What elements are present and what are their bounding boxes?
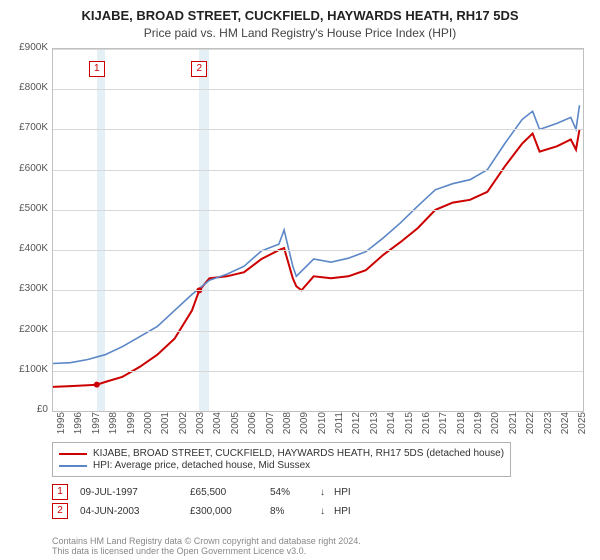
legend-row: KIJABE, BROAD STREET, CUCKFIELD, HAYWARD… bbox=[59, 448, 504, 459]
event-price: £65,500 bbox=[190, 487, 270, 498]
event-date: 04-JUN-2003 bbox=[80, 506, 190, 517]
y-tick-label: £500K bbox=[4, 203, 48, 214]
x-tick-label: 2002 bbox=[178, 412, 189, 442]
x-tick-label: 2003 bbox=[195, 412, 206, 442]
event-pct: 8% bbox=[270, 506, 320, 517]
x-tick-label: 1998 bbox=[108, 412, 119, 442]
x-tick-label: 1997 bbox=[91, 412, 102, 442]
x-tick-label: 2000 bbox=[143, 412, 154, 442]
legend-swatch bbox=[59, 465, 87, 467]
footer-line-2: This data is licensed under the Open Gov… bbox=[52, 546, 590, 556]
x-tick-label: 2022 bbox=[525, 412, 536, 442]
x-tick-label: 2015 bbox=[404, 412, 415, 442]
y-tick-label: £800K bbox=[4, 82, 48, 93]
grid-line bbox=[53, 89, 583, 90]
event-ref: HPI bbox=[334, 506, 351, 517]
marker-label: 1 bbox=[89, 61, 105, 77]
legend-label: HPI: Average price, detached house, Mid … bbox=[93, 460, 310, 471]
chart-title: KIJABE, BROAD STREET, CUCKFIELD, HAYWARD… bbox=[0, 8, 600, 23]
x-tick-label: 2001 bbox=[160, 412, 171, 442]
event-pct: 54% bbox=[270, 487, 320, 498]
x-tick-label: 2006 bbox=[247, 412, 258, 442]
x-tick-label: 2012 bbox=[351, 412, 362, 442]
footer-text: Contains HM Land Registry data © Crown c… bbox=[52, 536, 590, 556]
x-tick-label: 2004 bbox=[212, 412, 223, 442]
x-tick-label: 2019 bbox=[473, 412, 484, 442]
grid-line bbox=[53, 290, 583, 291]
chart-lines bbox=[53, 49, 583, 411]
grid-line bbox=[53, 331, 583, 332]
y-tick-label: £400K bbox=[4, 243, 48, 254]
x-tick-label: 2023 bbox=[543, 412, 554, 442]
x-tick-label: 2005 bbox=[230, 412, 241, 442]
x-tick-label: 2008 bbox=[282, 412, 293, 442]
y-tick-label: £300K bbox=[4, 283, 48, 294]
x-tick-label: 2007 bbox=[265, 412, 276, 442]
event-price: £300,000 bbox=[190, 506, 270, 517]
marker-dot bbox=[94, 382, 100, 388]
arrow-down-icon: ↓ bbox=[320, 487, 334, 498]
x-tick-label: 2010 bbox=[317, 412, 328, 442]
y-tick-label: £700K bbox=[4, 122, 48, 133]
y-tick-label: £0 bbox=[4, 404, 48, 415]
grid-line bbox=[53, 210, 583, 211]
event-ref: HPI bbox=[334, 487, 351, 498]
grid-line bbox=[53, 170, 583, 171]
chart-subtitle: Price paid vs. HM Land Registry's House … bbox=[0, 26, 600, 40]
plot-area: 12 bbox=[52, 48, 584, 412]
grid-line bbox=[53, 49, 583, 50]
arrow-down-icon: ↓ bbox=[320, 506, 334, 517]
y-tick-label: £100K bbox=[4, 364, 48, 375]
legend-row: HPI: Average price, detached house, Mid … bbox=[59, 460, 504, 471]
y-tick-label: £600K bbox=[4, 163, 48, 174]
x-tick-label: 2014 bbox=[386, 412, 397, 442]
x-tick-label: 2013 bbox=[369, 412, 380, 442]
x-tick-label: 2011 bbox=[334, 412, 345, 442]
x-tick-label: 1999 bbox=[126, 412, 137, 442]
x-tick-label: 1996 bbox=[73, 412, 84, 442]
grid-line bbox=[53, 250, 583, 251]
event-marker: 2 bbox=[52, 503, 68, 519]
marker-label: 2 bbox=[191, 61, 207, 77]
event-marker: 1 bbox=[52, 484, 68, 500]
event-date: 09-JUL-1997 bbox=[80, 487, 190, 498]
footer-line-1: Contains HM Land Registry data © Crown c… bbox=[52, 536, 590, 546]
x-tick-label: 2021 bbox=[508, 412, 519, 442]
grid-line bbox=[53, 129, 583, 130]
event-row: 1 09-JUL-1997£65,50054%↓HPI bbox=[52, 484, 351, 500]
x-tick-label: 2025 bbox=[577, 412, 588, 442]
x-tick-label: 2024 bbox=[560, 412, 571, 442]
event-row: 2 04-JUN-2003£300,0008%↓HPI bbox=[52, 503, 351, 519]
series-line-property bbox=[53, 129, 580, 387]
legend-swatch bbox=[59, 453, 87, 455]
legend: KIJABE, BROAD STREET, CUCKFIELD, HAYWARD… bbox=[52, 442, 511, 477]
x-tick-label: 2016 bbox=[421, 412, 432, 442]
x-tick-label: 2020 bbox=[490, 412, 501, 442]
y-tick-label: £900K bbox=[4, 42, 48, 53]
legend-label: KIJABE, BROAD STREET, CUCKFIELD, HAYWARD… bbox=[93, 448, 504, 459]
x-tick-label: 2009 bbox=[299, 412, 310, 442]
grid-line bbox=[53, 371, 583, 372]
y-tick-label: £200K bbox=[4, 324, 48, 335]
x-tick-label: 1995 bbox=[56, 412, 67, 442]
series-line-hpi bbox=[53, 105, 580, 363]
x-tick-label: 2017 bbox=[438, 412, 449, 442]
x-tick-label: 2018 bbox=[456, 412, 467, 442]
events-table: 1 09-JUL-1997£65,50054%↓HPI 2 04-JUN-2003£3… bbox=[52, 484, 351, 522]
